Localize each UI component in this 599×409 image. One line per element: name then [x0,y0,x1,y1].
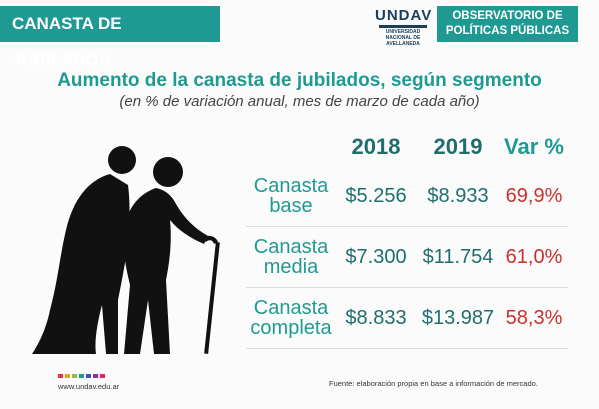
color-dot [100,374,105,378]
elderly-couple-icon [18,140,253,362]
color-dot [93,374,98,378]
logo-divider [379,25,427,28]
table-row: Canasta base $5.256 $8.933 69,9% [246,166,568,227]
logo-line-2: NACIONAL DE [385,35,421,41]
segment-label: Canasta media [246,226,336,288]
table-row: Canasta media $7.300 $11.754 61,0% [246,226,568,288]
observatorio-line-1: OBSERVATORIO DE [452,10,563,22]
color-dot [79,374,84,378]
header-var: Var % [504,134,564,159]
value-2019: $11.754 [416,226,500,288]
segment-label: Canasta completa [246,287,336,349]
logo-line-3: AVELLANEDA [386,41,420,47]
color-dot [65,374,70,378]
color-dot [86,374,91,378]
logo-line-1: UNIVERSIDAD [385,29,421,35]
color-dot [72,374,77,378]
value-2018: $8.833 [336,287,416,349]
table-row: Canasta completa $8.833 $13.987 58,3% [246,287,568,349]
segment-line-2: base [269,195,313,217]
table-header-row: 2018 2019 Var % [246,128,568,166]
segment-line-2: media [263,256,319,278]
header-2018: 2018 [351,134,401,159]
color-dots [58,374,105,378]
elderly-couple-svg [32,146,220,354]
footer-url: www.undav.edu.ar [58,382,120,391]
value-var: 69,9% [500,166,568,227]
segment-label: Canasta base [246,166,336,227]
undav-logo: UNDAV UNIVERSIDAD NACIONAL DE AVELLANEDA [375,8,431,48]
value-2018: $5.256 [336,166,416,227]
value-2019: $8.933 [416,166,500,227]
header: CANASTA DE JUBILADOS UNDAV UNIVERSIDAD N… [0,0,599,69]
section-title: CANASTA DE JUBILADOS [0,6,220,69]
logo-word: UNDAV [375,7,433,24]
header-empty [246,128,336,166]
segment-line-2: completa [250,317,332,339]
segment-line-1: Canasta [253,175,329,197]
segment-line-1: Canasta [253,236,329,258]
value-var: 61,0% [500,226,568,288]
page-title: Aumento de la canasta de jubilados, segú… [57,70,542,91]
value-var: 58,3% [500,287,568,349]
observatorio-line-2: POLÍTICAS PÚBLICAS [445,25,570,37]
value-2019: $13.987 [416,287,500,349]
canasta-table: 2018 2019 Var % Canasta base $5.256 $8.9… [246,128,568,349]
color-dot [58,374,63,378]
value-2018: $7.300 [336,226,416,288]
observatorio-badge: OBSERVATORIO DE POLÍTICAS PÚBLICAS [437,6,578,42]
source-note: Fuente: elaboración propia en base a inf… [329,379,538,388]
segment-line-1: Canasta [253,297,329,319]
header-2019: 2019 [433,134,483,159]
page-subtitle: (en % de variación anual, mes de marzo d… [119,93,480,110]
